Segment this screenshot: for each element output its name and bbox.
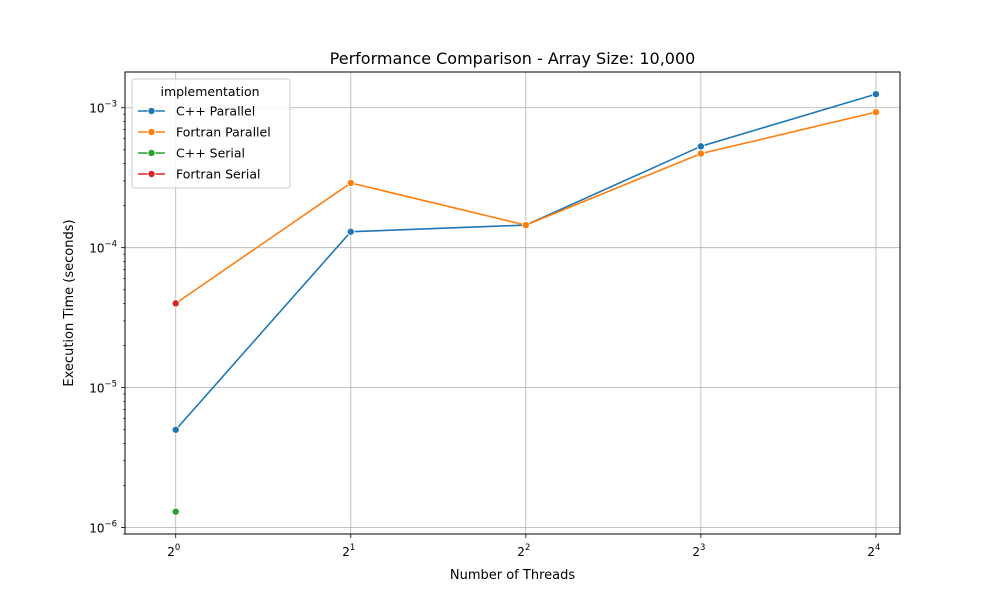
y-tick-exponent: −3 bbox=[104, 100, 117, 110]
legend-label: C++ Parallel bbox=[176, 104, 255, 119]
data-point bbox=[346, 227, 355, 236]
legend-swatch-marker bbox=[147, 148, 156, 157]
legend: implementation C++ Parallel Fortran Parall… bbox=[131, 78, 291, 189]
data-point bbox=[346, 178, 355, 187]
legend-title: implementation bbox=[160, 84, 259, 99]
x-tick-exponent: 1 bbox=[350, 543, 355, 553]
x-tick-label: 21 bbox=[342, 543, 355, 559]
y-tick-label: 10−3 bbox=[89, 100, 117, 116]
x-tick-label: 24 bbox=[867, 543, 880, 559]
plot-frame bbox=[124, 71, 901, 535]
legend-label: Fortran Serial bbox=[176, 167, 261, 182]
y-tick-exponent: −4 bbox=[104, 240, 117, 250]
x-tick-exponent: 2 bbox=[525, 543, 530, 553]
series-layer bbox=[171, 90, 880, 516]
x-tick-base: 2 bbox=[342, 545, 350, 559]
x-tick-label: 23 bbox=[692, 543, 705, 559]
legend-box bbox=[131, 78, 291, 189]
legend-swatch-marker bbox=[147, 107, 156, 116]
x-tick-label: 22 bbox=[517, 543, 530, 559]
data-point bbox=[696, 149, 705, 158]
data-point bbox=[871, 90, 880, 99]
data-point bbox=[171, 425, 180, 434]
x-tick-label: 20 bbox=[167, 543, 180, 559]
y-tick-base: 10 bbox=[89, 102, 104, 116]
y-tick-label: 10−4 bbox=[89, 240, 117, 256]
data-point bbox=[696, 142, 705, 151]
chart-title: Performance Comparison - Array Size: 10,… bbox=[330, 49, 696, 68]
y-tick-label: 10−6 bbox=[89, 520, 117, 536]
x-tick-base: 2 bbox=[167, 545, 175, 559]
y-tick-base: 10 bbox=[89, 522, 104, 536]
data-point bbox=[171, 507, 180, 516]
legend-label: Fortran Parallel bbox=[176, 125, 271, 140]
x-tick-base: 2 bbox=[867, 545, 875, 559]
legend-swatch-marker bbox=[147, 127, 156, 136]
y-tick-label: 10−5 bbox=[89, 380, 117, 396]
y-tick-base: 10 bbox=[89, 382, 104, 396]
y-tick-base: 10 bbox=[89, 242, 104, 256]
x-tick-exponent: 0 bbox=[175, 543, 180, 553]
x-tick-base: 2 bbox=[517, 545, 525, 559]
y-tick-exponent: −6 bbox=[104, 520, 117, 530]
y-tick-exponent: −5 bbox=[104, 380, 117, 390]
x-axis-label: Number of Threads bbox=[450, 568, 575, 583]
x-tick-exponent: 4 bbox=[875, 543, 880, 553]
y-axis-label: Execution Time (seconds) bbox=[62, 219, 77, 386]
x-tick-exponent: 3 bbox=[700, 543, 705, 553]
legend-label: C++ Serial bbox=[176, 146, 245, 161]
legend-swatch-marker bbox=[147, 169, 156, 178]
data-point bbox=[171, 299, 180, 308]
data-point bbox=[871, 108, 880, 117]
grid bbox=[125, 72, 900, 534]
data-point bbox=[521, 221, 530, 230]
x-tick-base: 2 bbox=[692, 545, 700, 559]
